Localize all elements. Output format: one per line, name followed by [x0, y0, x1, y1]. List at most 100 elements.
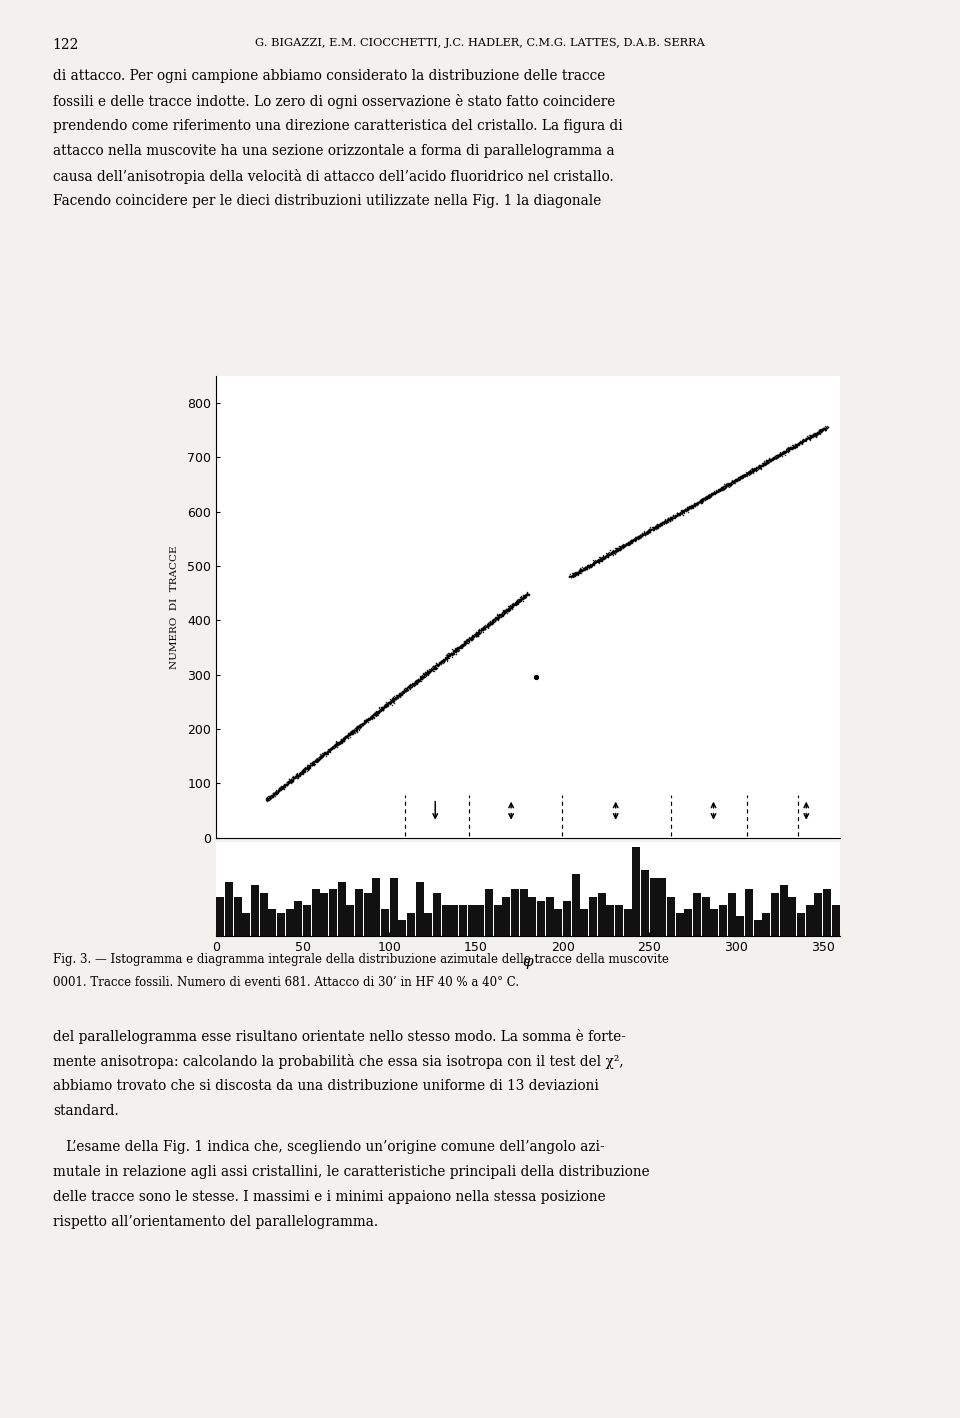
- Point: [338, 725, 353, 747]
- Point: [817, 418, 832, 441]
- Point: [655, 513, 670, 536]
- Point: [684, 496, 699, 519]
- Point: [780, 440, 795, 462]
- Point: [725, 471, 740, 493]
- Point: [722, 474, 737, 496]
- Point: [728, 469, 743, 492]
- Point: [719, 474, 734, 496]
- Point: [449, 641, 465, 664]
- Point: [671, 503, 686, 526]
- Point: [496, 603, 512, 625]
- Point: [796, 428, 811, 451]
- Point: [302, 754, 318, 777]
- Point: [344, 722, 359, 744]
- Point: [612, 537, 627, 560]
- Point: [308, 750, 324, 773]
- Point: [300, 754, 315, 777]
- Point: [572, 557, 588, 580]
- Point: [392, 685, 407, 708]
- Point: [491, 604, 506, 627]
- Point: [330, 730, 346, 753]
- Point: [586, 554, 601, 577]
- Point: [295, 760, 310, 783]
- Point: [517, 586, 533, 608]
- Point: [724, 474, 739, 496]
- Point: [777, 442, 792, 465]
- Point: [789, 434, 804, 457]
- Point: [408, 669, 423, 692]
- Point: [298, 757, 313, 780]
- Point: [760, 450, 776, 472]
- Point: [377, 695, 393, 718]
- Point: [804, 424, 820, 447]
- Point: [261, 786, 276, 808]
- Point: [597, 545, 612, 567]
- Point: [703, 485, 718, 508]
- Point: [516, 584, 532, 607]
- Point: [444, 642, 459, 665]
- Point: [374, 695, 390, 718]
- Point: [599, 543, 614, 566]
- Point: [511, 591, 526, 614]
- Point: [360, 708, 375, 730]
- Point: [791, 432, 806, 455]
- Point: [300, 756, 316, 778]
- Point: [671, 502, 686, 525]
- Point: [287, 767, 302, 790]
- Point: [773, 441, 788, 464]
- Point: [773, 441, 788, 464]
- Point: [739, 462, 755, 485]
- Point: [364, 705, 379, 727]
- Point: [577, 556, 592, 579]
- Point: [514, 587, 529, 610]
- Point: [273, 774, 288, 797]
- Point: [756, 452, 772, 475]
- Point: [501, 597, 516, 620]
- Point: [360, 709, 375, 732]
- Bar: [321, 893, 328, 936]
- Point: [348, 719, 364, 742]
- Point: [473, 618, 489, 641]
- Point: [305, 752, 321, 774]
- Point: [653, 512, 668, 535]
- Point: [275, 777, 290, 800]
- Bar: [754, 920, 761, 936]
- Point: [495, 603, 511, 625]
- Point: [342, 720, 357, 743]
- Point: [671, 502, 686, 525]
- Point: [652, 512, 667, 535]
- Point: [623, 532, 638, 554]
- Point: [284, 769, 300, 791]
- Point: [418, 664, 433, 686]
- Point: [276, 774, 291, 797]
- Point: [765, 447, 780, 469]
- Point: [619, 533, 635, 556]
- Point: [352, 715, 368, 737]
- Point: [706, 482, 721, 505]
- Point: [386, 691, 401, 713]
- Point: [575, 559, 590, 581]
- Point: [519, 581, 535, 604]
- Point: [453, 634, 468, 657]
- Point: [718, 475, 733, 498]
- Point: [762, 450, 778, 472]
- Point: [819, 415, 834, 438]
- Point: [475, 617, 491, 640]
- Point: [672, 502, 687, 525]
- Point: [733, 467, 749, 489]
- Point: [392, 685, 407, 708]
- Point: [796, 430, 811, 452]
- Point: [625, 530, 640, 553]
- Point: [742, 461, 757, 484]
- Point: [306, 753, 322, 776]
- Point: [686, 493, 702, 516]
- Point: [304, 753, 320, 776]
- Point: [662, 509, 678, 532]
- Point: [344, 722, 359, 744]
- Point: [339, 725, 354, 747]
- Point: [290, 764, 305, 787]
- Point: [328, 735, 344, 757]
- Point: [436, 649, 451, 672]
- Point: [472, 620, 488, 642]
- Point: [728, 469, 743, 492]
